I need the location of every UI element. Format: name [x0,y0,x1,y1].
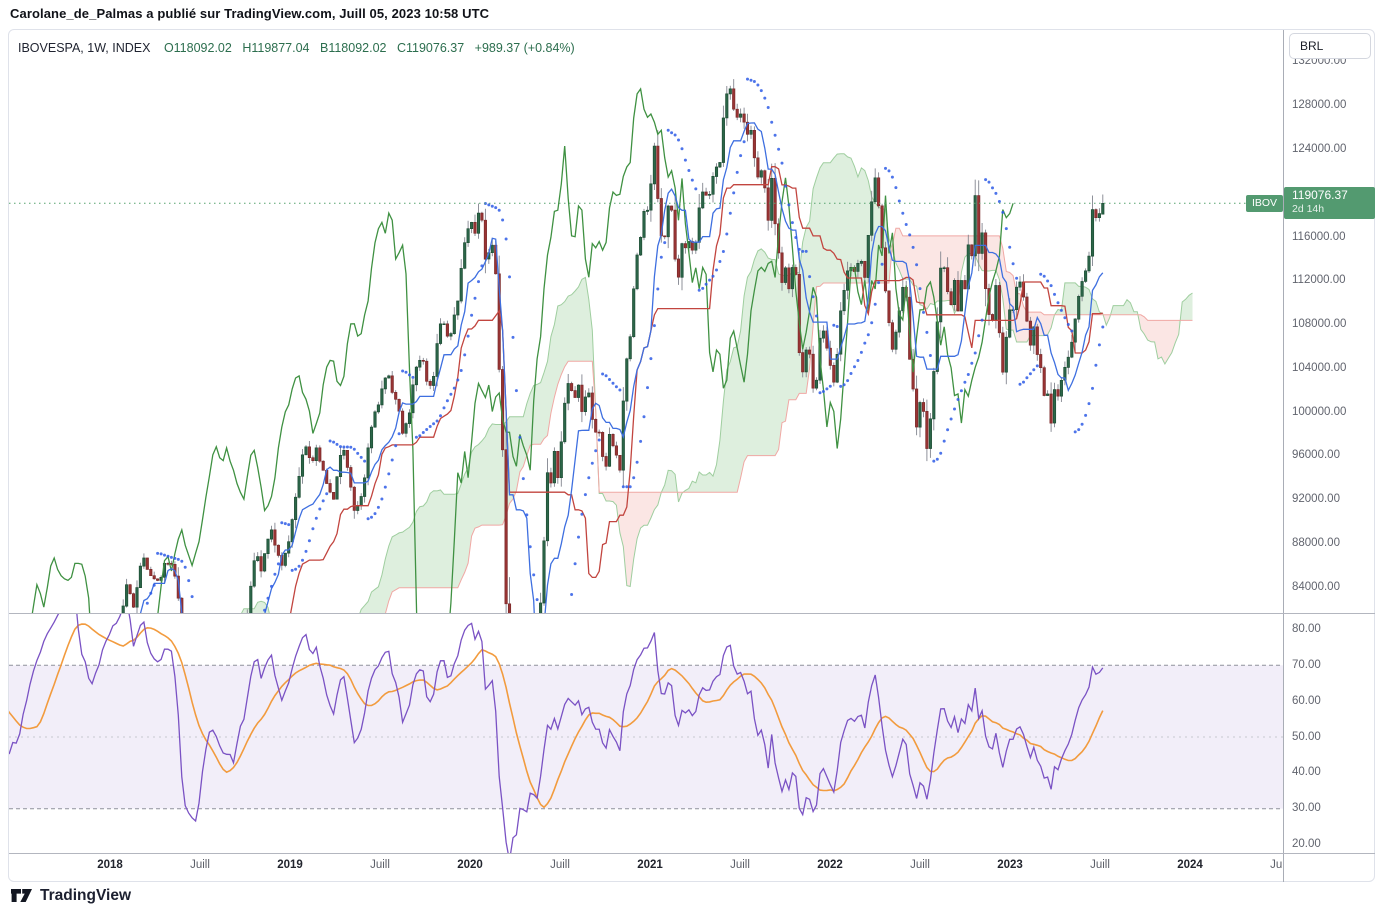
time-axis-label: Juill [370,859,390,871]
price-axis-label: 128000.00 [1292,99,1347,112]
price-axis-label: 112000.00 [1292,274,1346,287]
ichimoku-senkou-a-line [241,153,1193,613]
time-axis-label: Juill [730,859,750,871]
rsi-indicator-pane[interactable] [9,613,1283,853]
rsi-ma-line [9,623,1104,809]
published-byline: Carolane_de_Palmas a publié sur TradingV… [10,6,490,21]
last-price-value: 119076.37 [1292,188,1348,202]
time-axis-label: Juill [910,859,930,871]
chart-card [8,29,1375,882]
price-axis-label: 92000.00 [1292,493,1340,505]
pane-divider[interactable] [9,613,1375,614]
tradingview-attribution[interactable]: TradingView [10,886,131,905]
price-axis-label: 100000.00 [1292,405,1347,418]
price-axis-label: 116000.00 [1292,230,1346,243]
ichimoku-chikou-line [31,87,1014,613]
rsi-axis-label: 80.00 [1292,623,1321,635]
rsi-line [9,613,1104,853]
rsi-axis-label: 40.00 [1292,766,1321,779]
time-axis-label: 2019 [277,859,303,871]
time-axis-label: Juill [550,859,570,871]
tradingview-brand-text: TradingView [40,886,132,904]
last-price-label: 119076.37 2d 14h [1284,187,1375,219]
time-axis[interactable]: 2018 Juill 2019 Juill 2020 Juill 2021 Juill 2022… [0,856,1283,880]
rsi-axis-label: 20.00 [1292,838,1321,850]
ichimoku-senkou-b-line [385,227,1193,613]
time-axis-label: 2023 [997,859,1023,871]
legend-close-value: C119076.37 [396,41,465,55]
last-price-symbol-flag: IBOV [1246,195,1283,212]
bar-close-countdown: 2d 14h [1292,203,1325,215]
rsi-axis-label: 30.00 [1292,802,1321,815]
down-candles [128,88,1098,613]
legend-low-value: B118092.02 [319,41,387,55]
legend-symbol-title[interactable]: IBOVESPA, 1W, INDEX [18,41,151,55]
time-axis-label: 2021 [637,859,663,871]
ichimoku-kijun-line [290,166,1103,613]
price-axis-label: 124000.00 [1292,142,1347,155]
symbol-legend[interactable]: IBOVESPA, 1W, INDEX O118092.02 H119877.0… [18,41,575,55]
time-axis-label: Juill [190,859,210,871]
time-axis-label: Juill [1270,859,1283,871]
price-axis-label: 96000.00 [1292,449,1340,462]
tradingview-logo-icon [11,889,32,902]
currency-button[interactable]: BRL [1289,33,1371,59]
time-axis-label: 2022 [817,859,843,871]
legend-change-value: +989.37 (+0.84%) [474,41,575,55]
legend-open-value: O118092.02 [163,41,232,55]
ichimoku-cloud-bearish [595,228,1179,587]
price-scale-divider[interactable] [1283,30,1284,882]
time-axis-label: 2020 [457,859,483,871]
rsi-axis-label: 50.00 [1292,730,1321,743]
main-price-pane[interactable] [9,30,1283,613]
time-axis-label: 2024 [1177,859,1203,871]
price-axis-label: 104000.00 [1292,361,1347,374]
rsi-axis-label: 60.00 [1292,694,1321,707]
ichimoku-tenkan-line [139,122,1104,613]
price-axis-label: 84000.00 [1292,580,1340,593]
rsi-axis-label: 70.00 [1292,658,1321,671]
time-axis-label: 2018 [97,859,123,871]
price-axis-label: 108000.00 [1292,318,1347,330]
time-axis-label: Juill [1090,859,1110,871]
ichimoku-cloud-bullish [241,153,1193,613]
price-axis-label: 88000.00 [1292,536,1340,549]
time-axis-divider [9,853,1375,854]
legend-high-value: H119877.04 [242,41,310,55]
parabolic-sar-dots [145,77,1105,612]
